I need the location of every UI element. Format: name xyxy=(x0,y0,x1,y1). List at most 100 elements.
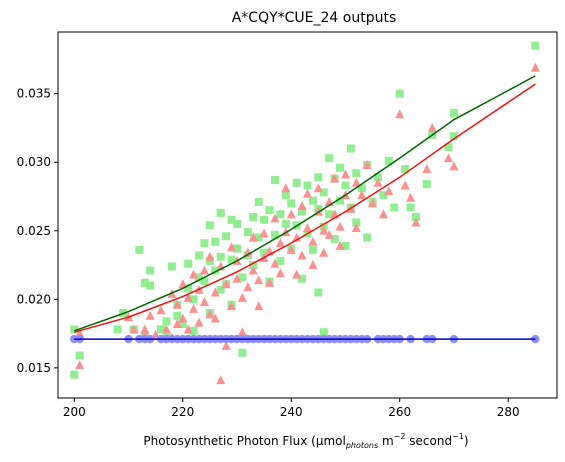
data-point-triangle-series-2 xyxy=(216,375,226,385)
data-point-square-series-1 xyxy=(444,143,453,152)
data-point-triangle-series-2 xyxy=(530,62,540,72)
fit-line-2 xyxy=(74,83,536,333)
x-tick-label: 200 xyxy=(63,405,86,419)
data-point-triangle-series-2 xyxy=(330,173,340,183)
x-axis-label-prefix: Photosynthetic Photon Flux (μmol xyxy=(143,434,345,448)
data-point-triangle-series-2 xyxy=(362,159,372,169)
data-point-square-series-1 xyxy=(146,281,155,290)
data-point-square-series-1 xyxy=(449,108,458,117)
data-point-square-series-1 xyxy=(352,218,361,227)
data-point-square-series-1 xyxy=(222,232,231,241)
data-point-triangle-series-2 xyxy=(270,258,280,268)
data-point-square-series-1 xyxy=(319,328,328,337)
data-point-square-series-1 xyxy=(390,203,399,212)
data-point-square-series-1 xyxy=(308,196,317,205)
data-point-triangle-series-2 xyxy=(444,153,454,163)
x-axis-label-subscript: photons xyxy=(345,441,378,450)
data-point-square-series-1 xyxy=(189,295,198,304)
data-point-square-series-1 xyxy=(330,234,339,243)
y-tick-label: 0.035 xyxy=(17,87,51,101)
data-point-triangle-series-2 xyxy=(335,240,345,250)
data-point-triangle-series-2 xyxy=(248,232,258,242)
data-point-square-series-1 xyxy=(184,259,193,268)
data-point-square-series-1 xyxy=(162,317,171,326)
data-point-square-series-1 xyxy=(281,219,290,228)
data-point-triangle-series-2 xyxy=(75,360,85,370)
x-tick-label: 280 xyxy=(497,405,520,419)
data-point-square-series-1 xyxy=(411,213,420,222)
data-point-square-series-1 xyxy=(216,208,225,217)
data-point-square-series-1 xyxy=(314,173,323,182)
data-point-triangle-series-2 xyxy=(422,164,432,174)
data-point-square-series-1 xyxy=(227,255,236,264)
x-axis-label-exponent-2: −1 xyxy=(452,432,464,441)
data-point-triangle-series-2 xyxy=(286,209,296,219)
data-point-square-series-1 xyxy=(70,325,79,334)
data-point-square-series-1 xyxy=(184,284,193,293)
data-point-triangle-series-2 xyxy=(227,242,237,252)
data-point-triangle-series-2 xyxy=(210,313,220,323)
data-point-triangle-series-2 xyxy=(199,265,209,275)
data-point-square-series-1 xyxy=(314,288,323,297)
data-point-square-series-1 xyxy=(238,273,247,282)
data-point-triangle-series-2 xyxy=(254,275,264,285)
data-point-triangle-series-2 xyxy=(411,217,421,227)
data-point-triangle-series-2 xyxy=(286,244,296,254)
data-point-triangle-series-2 xyxy=(199,297,209,307)
data-point-triangle-series-2 xyxy=(308,236,318,246)
data-point-square-series-1 xyxy=(379,191,388,200)
data-point-triangle-series-2 xyxy=(221,279,231,289)
data-point-triangle-series-2 xyxy=(259,228,269,238)
data-point-triangle-series-2 xyxy=(248,265,258,275)
x-axis-label-close: ) xyxy=(464,434,469,448)
data-point-square-series-1 xyxy=(292,178,301,187)
x-axis-label-suffix: second xyxy=(405,434,452,448)
data-point-square-series-1 xyxy=(276,256,285,265)
data-point-triangle-series-2 xyxy=(265,277,275,287)
data-point-square-series-1 xyxy=(336,196,345,205)
data-point-square-series-1 xyxy=(346,144,355,153)
chart-title: A*CQY*CUE_24 outputs xyxy=(232,10,397,26)
data-point-square-series-1 xyxy=(195,251,204,260)
data-point-square-series-1 xyxy=(205,221,214,230)
x-tick-label: 240 xyxy=(280,405,303,419)
data-point-square-series-1 xyxy=(211,237,220,246)
data-point-triangle-series-2 xyxy=(172,318,182,328)
data-point-square-series-1 xyxy=(178,319,187,328)
data-point-triangle-series-2 xyxy=(406,192,416,202)
data-point-square-series-1 xyxy=(200,239,209,248)
data-point-triangle-series-2 xyxy=(194,317,204,327)
data-point-square-series-1 xyxy=(265,206,274,215)
data-point-square-series-1 xyxy=(395,89,404,98)
data-point-square-series-1 xyxy=(75,351,84,360)
data-point-triangle-series-2 xyxy=(373,177,383,187)
data-point-square-series-1 xyxy=(249,213,258,222)
data-point-square-series-1 xyxy=(254,197,263,206)
data-point-triangle-series-2 xyxy=(75,328,85,338)
data-point-square-series-1 xyxy=(173,311,182,320)
x-axis-label-exponent-1: −2 xyxy=(394,432,406,441)
data-point-square-series-1 xyxy=(227,215,236,224)
data-point-square-series-1 xyxy=(319,188,328,197)
data-point-square-series-1 xyxy=(531,41,540,50)
data-point-square-series-1 xyxy=(422,180,431,189)
data-point-square-series-1 xyxy=(341,181,350,190)
data-point-square-series-1 xyxy=(238,348,247,357)
data-point-triangle-series-2 xyxy=(178,279,188,289)
data-point-triangle-series-2 xyxy=(335,221,345,231)
data-point-triangle-series-2 xyxy=(227,301,237,311)
data-point-square-series-1 xyxy=(211,266,220,275)
y-tick-label: 0.025 xyxy=(17,224,51,238)
data-point-triangle-series-2 xyxy=(275,268,285,278)
data-point-square-series-1 xyxy=(341,241,350,250)
data-point-square-series-1 xyxy=(357,184,366,193)
data-point-square-series-1 xyxy=(363,233,372,242)
data-point-triangle-series-2 xyxy=(221,340,231,350)
data-point-square-series-1 xyxy=(352,169,361,178)
data-point-square-series-1 xyxy=(325,210,334,219)
data-point-triangle-series-2 xyxy=(205,251,215,261)
data-point-triangle-series-2 xyxy=(324,229,334,239)
data-point-square-series-1 xyxy=(216,285,225,294)
